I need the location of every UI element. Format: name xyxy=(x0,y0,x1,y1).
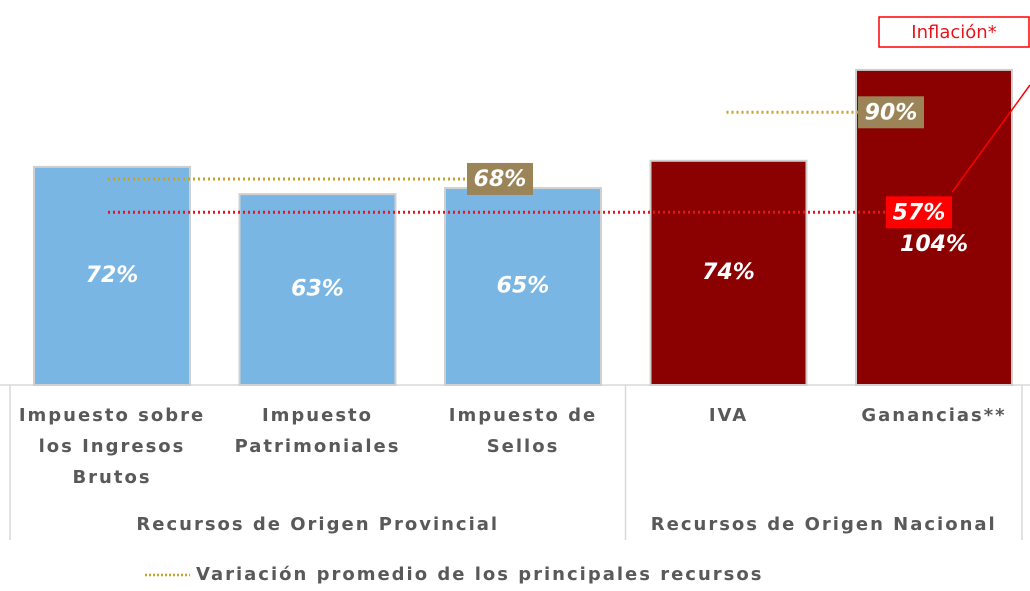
reference-label: 90% xyxy=(865,100,918,125)
value-label: 72% xyxy=(86,263,139,288)
group-label: Recursos de Origen Provincial xyxy=(136,514,500,535)
reference-label: 68% xyxy=(474,167,527,192)
group-label: Recursos de Origen Nacional xyxy=(650,514,997,535)
bar xyxy=(33,165,191,386)
x-tick-label: Impuesto Patrimoniales xyxy=(234,405,401,457)
x-tick-label: Ganancias** xyxy=(861,405,1007,426)
reference-box xyxy=(858,96,924,129)
value-label: 104% xyxy=(900,232,968,257)
bar xyxy=(238,193,397,386)
annotation-box xyxy=(878,16,1030,48)
reference-box xyxy=(467,162,533,195)
legend-label: Variación promedio de los principales re… xyxy=(196,564,763,585)
value-label: 74% xyxy=(702,260,755,285)
x-tick-label: Impuesto de Sellos xyxy=(448,405,598,457)
value-label: 65% xyxy=(497,274,550,299)
annotation: Inflación* xyxy=(911,22,996,43)
reference-label: 57% xyxy=(893,200,946,225)
bar xyxy=(649,159,808,386)
annotation-leader xyxy=(951,84,1030,193)
value-label: 63% xyxy=(291,277,344,302)
reference-box xyxy=(886,196,952,229)
x-tick-label: IVA xyxy=(708,405,749,426)
x-tick-label: Impuesto sobre los Ingresos Brutos xyxy=(18,405,206,488)
bar xyxy=(444,187,602,386)
